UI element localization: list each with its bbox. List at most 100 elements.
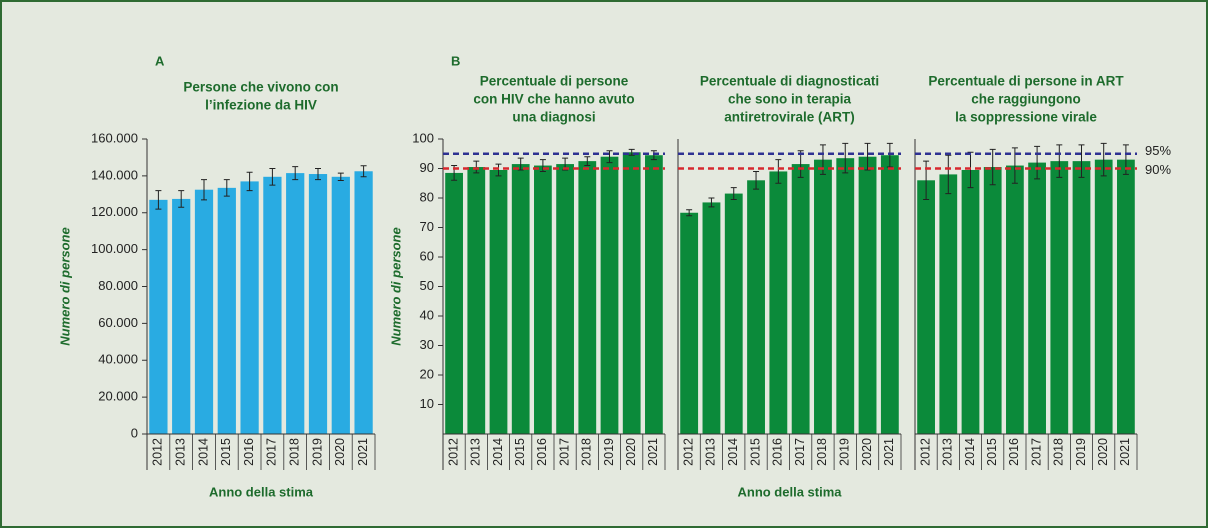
error-bar [178,190,185,208]
x-tick-label: 2015 [985,438,999,466]
x-tick-label: 2021 [356,438,370,466]
x-tick-label: 2017 [557,438,571,466]
x-axis-label: Anno della stima [737,484,842,499]
error-bar [155,190,162,210]
y-tick-label: 20 [420,366,434,381]
bar [791,164,810,434]
bar [702,202,721,434]
x-axis-label: Anno della stima [209,484,314,499]
bar [194,189,214,434]
x-tick-label: 2021 [646,438,660,466]
error-bar [1100,142,1107,177]
error-bar [315,168,321,181]
y-tick-label: 60 [420,248,434,263]
error-bar [989,148,996,186]
panel-label: B [451,53,460,68]
y-axis-label: Numero di persone [388,227,403,345]
x-tick-label: 2016 [242,438,256,466]
y-tick-label: 100.000 [91,241,138,256]
error-bar [628,148,635,156]
chart-title: che raggiungono [971,92,1081,107]
x-tick-label: 2019 [602,438,616,466]
bar [983,167,1002,434]
bar [149,199,168,434]
bar [534,165,552,435]
error-bar [797,150,804,178]
bar [961,169,980,434]
y-axis-label: Numero di persone [57,227,72,345]
y-tick-label: 30 [420,337,434,352]
x-tick-label: 2016 [1007,438,1021,466]
x-tick-label: 2014 [196,438,210,466]
bar [1072,161,1091,434]
x-tick-label: 2014 [726,438,740,466]
error-bar [360,165,367,178]
bar [445,172,463,435]
error-bar [517,157,524,171]
x-tick-label: 2017 [265,438,279,466]
error-bar [337,172,344,181]
error-bar [967,151,974,189]
bar [511,164,530,434]
error-bar [539,159,546,172]
x-tick-label: 2020 [860,438,874,466]
x-tick-label: 2019 [838,438,852,466]
error-bar [1056,144,1063,178]
bar [680,212,699,434]
error-bar [686,209,693,217]
x-tick-label: 2013 [941,438,955,466]
bar [1050,161,1069,434]
y-tick-label: 70 [420,219,434,234]
bar [331,176,350,434]
x-tick-label: 2017 [1029,438,1043,466]
bar [467,167,486,434]
y-tick-label: 100 [412,130,434,145]
bar [556,164,574,434]
bar [645,155,663,434]
error-bar [753,170,760,190]
chart-title: la soppressione virale [955,110,1097,125]
bar [489,169,508,434]
bar [354,171,373,434]
bar [286,173,305,434]
bar [240,181,259,434]
chart-title: Percentuale di diagnosticati [700,74,879,89]
error-bar [886,142,893,168]
x-tick-label: 2013 [173,438,187,466]
reference-label: 90% [1145,162,1171,177]
bar [814,159,832,434]
y-tick-label: 120.000 [91,204,138,219]
chart-title: Percentuale di persone [480,74,629,89]
x-tick-label: 2017 [793,438,807,466]
x-tick-label: 2019 [310,438,324,466]
x-tick-label: 2018 [287,438,301,466]
error-bar [246,171,253,192]
bar [263,176,282,434]
chart-title: l’infezione da HIV [205,98,317,113]
bar [308,174,328,434]
error-bar [584,156,591,167]
bar [1117,159,1135,434]
y-tick-label: 80 [420,189,434,204]
x-tick-label: 2016 [535,438,549,466]
x-tick-label: 2019 [1074,438,1088,466]
y-tick-label: 40 [420,307,434,322]
error-bar [842,142,849,174]
x-tick-label: 2013 [704,438,718,466]
x-tick-label: 2012 [151,438,165,466]
x-tick-label: 2021 [882,438,896,466]
panel-label: A [155,53,165,68]
x-tick-label: 2015 [748,438,762,466]
y-tick-label: 20.000 [98,389,138,404]
y-tick-label: 40.000 [98,352,138,367]
bar [836,158,855,435]
x-tick-label: 2013 [469,438,483,466]
bar [1006,165,1024,435]
x-tick-label: 2016 [771,438,785,466]
chart-title: che sono in terapia [728,92,852,107]
bar [578,161,597,434]
bar [880,155,899,434]
bar [622,152,641,434]
bar [747,180,765,434]
